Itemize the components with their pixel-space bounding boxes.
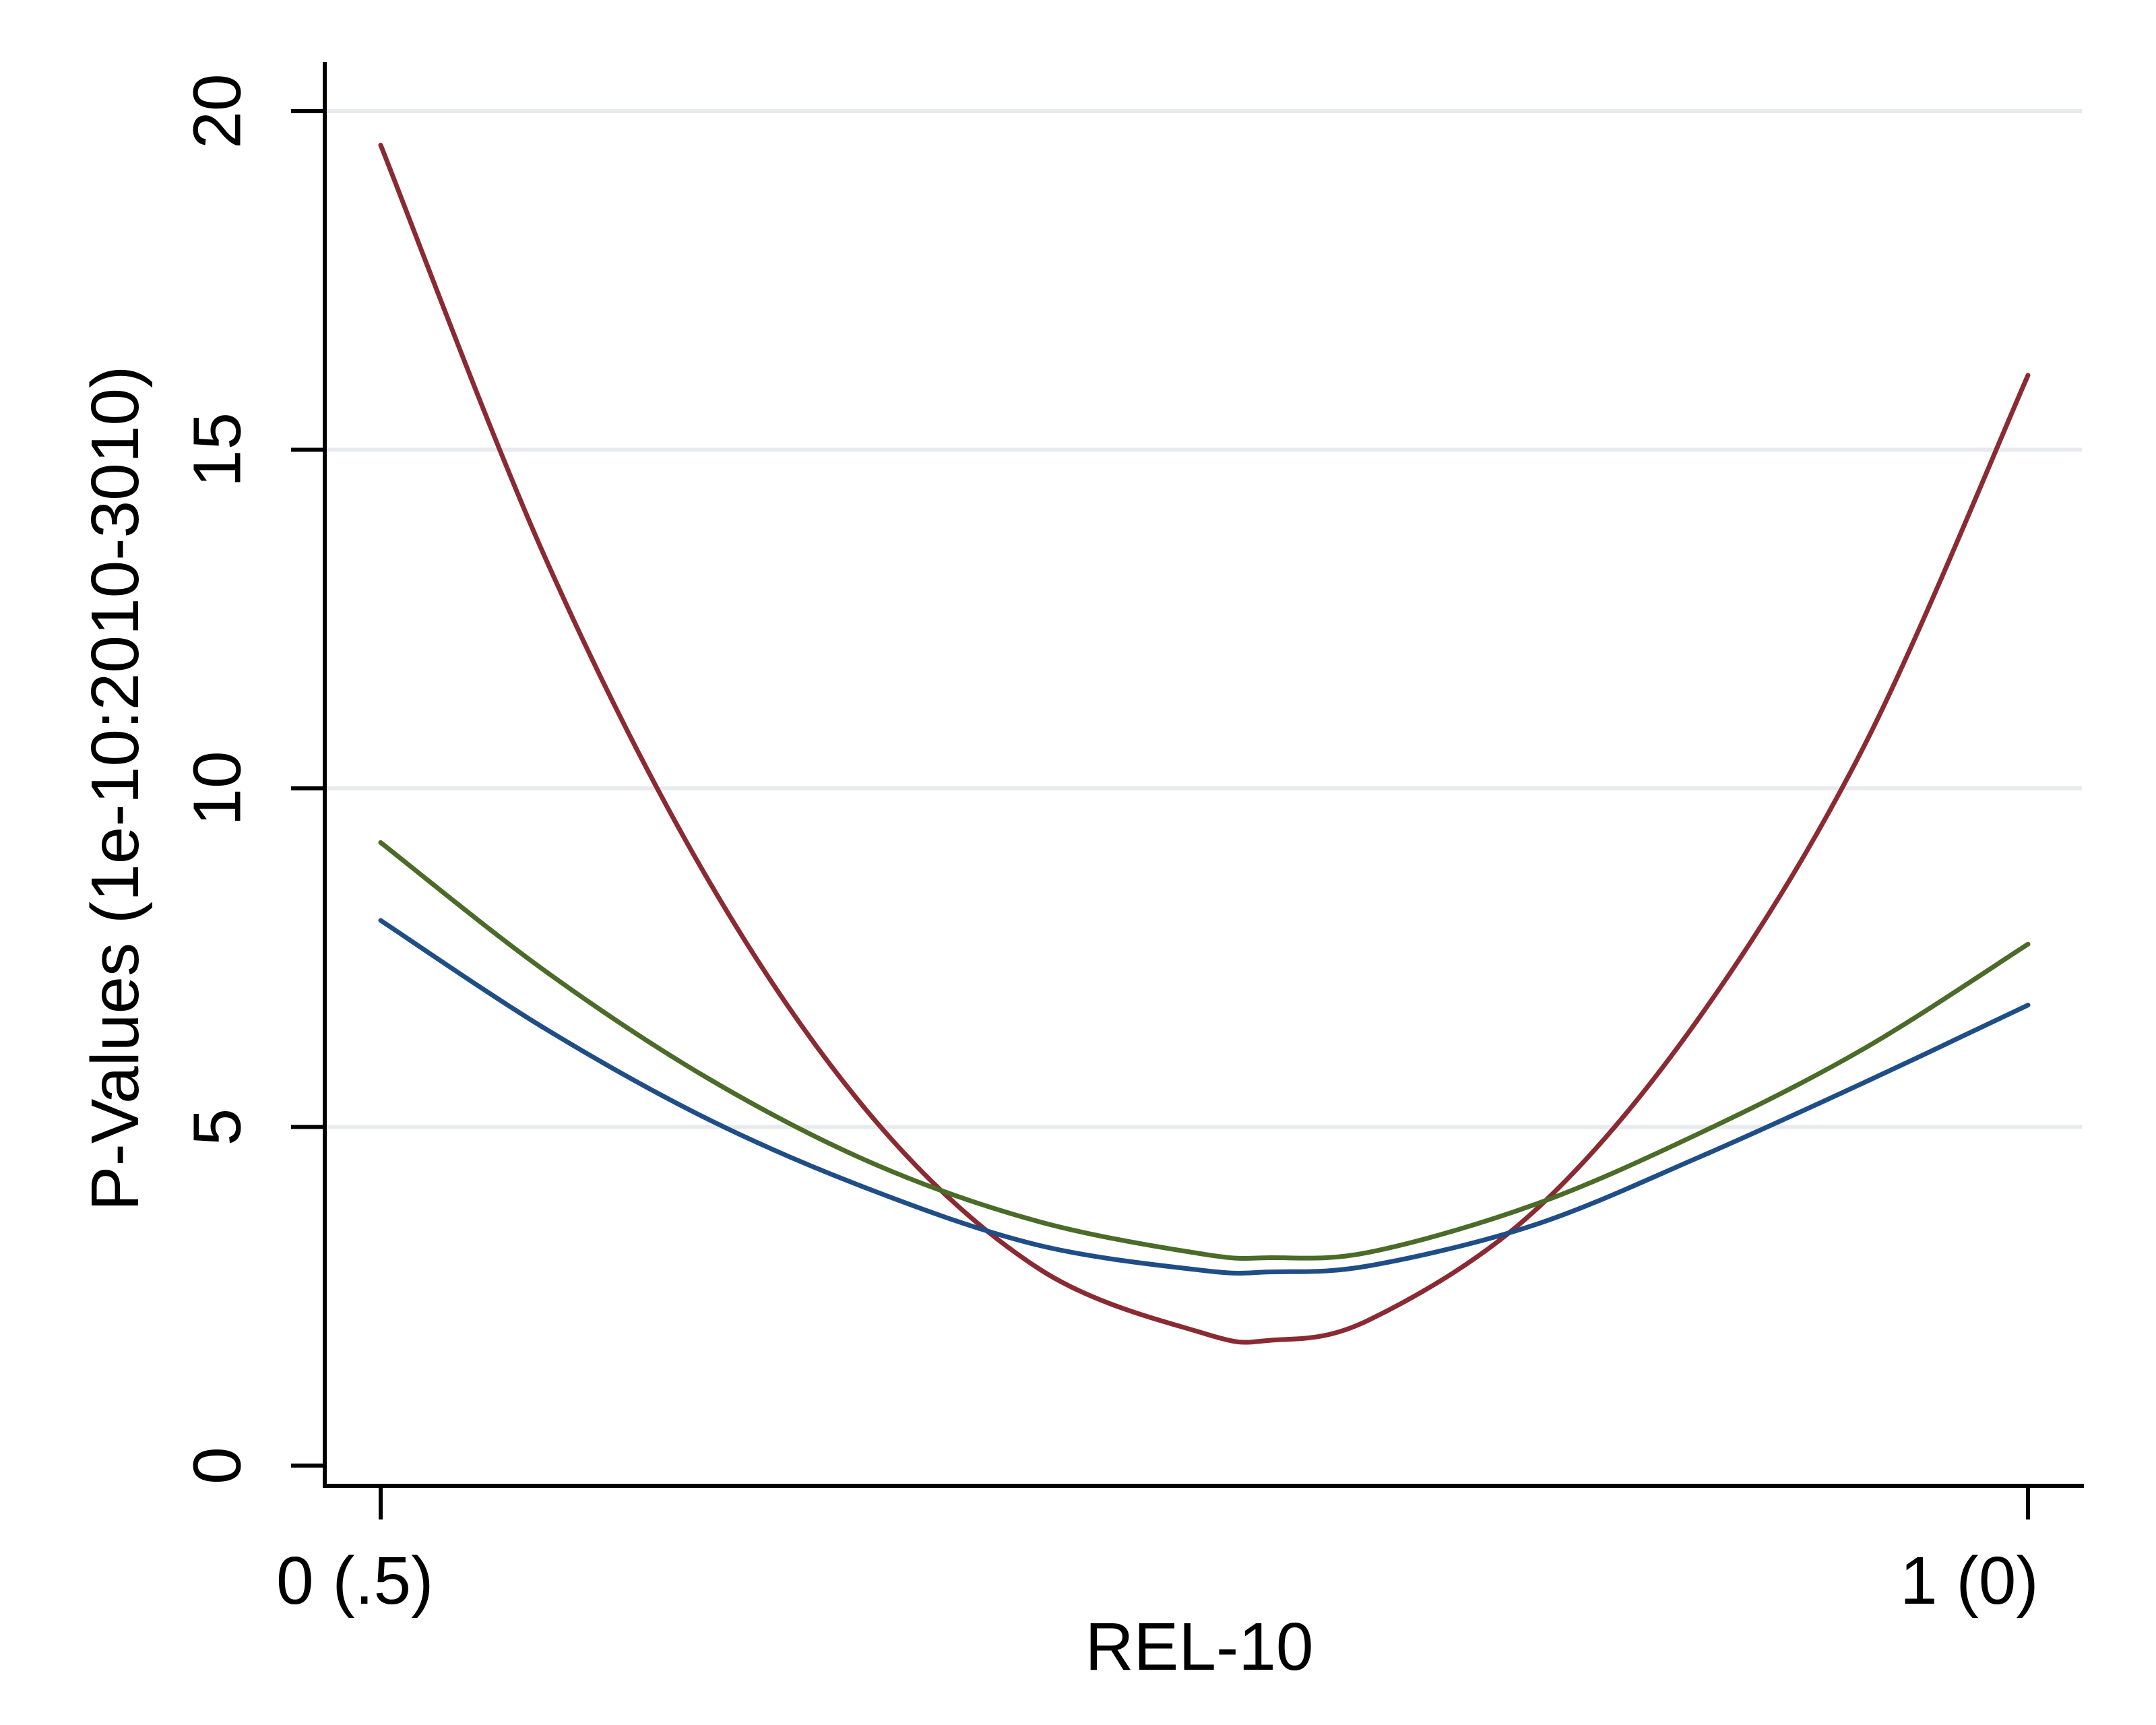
series-line-blue <box>378 918 2031 1276</box>
tick-marks <box>291 109 2030 1519</box>
series-line-red <box>378 142 2031 1345</box>
gridlines <box>326 109 2082 1129</box>
y-tick-label-5: 5 <box>179 1108 255 1146</box>
y-tick-label-20: 20 <box>179 73 255 148</box>
series-line-green <box>378 840 2031 1261</box>
x-tick-label-1: 1 (0) <box>1900 1543 2039 1619</box>
axes <box>323 62 2084 1488</box>
tick-labels: 0 5 10 15 20 0 (.5) 1 (0) <box>179 73 2038 1619</box>
series-lines <box>378 142 2031 1345</box>
y-tick-label-0: 0 <box>179 1447 255 1484</box>
x-tick-label-0: 0 (.5) <box>276 1543 433 1619</box>
y-axis-title: P-Values (1e-10:2010-3010) <box>77 366 153 1212</box>
x-axis-title: REL-10 <box>1085 1609 1313 1685</box>
y-tick-label-10: 10 <box>179 751 255 825</box>
y-tick-label-15: 15 <box>179 412 255 487</box>
